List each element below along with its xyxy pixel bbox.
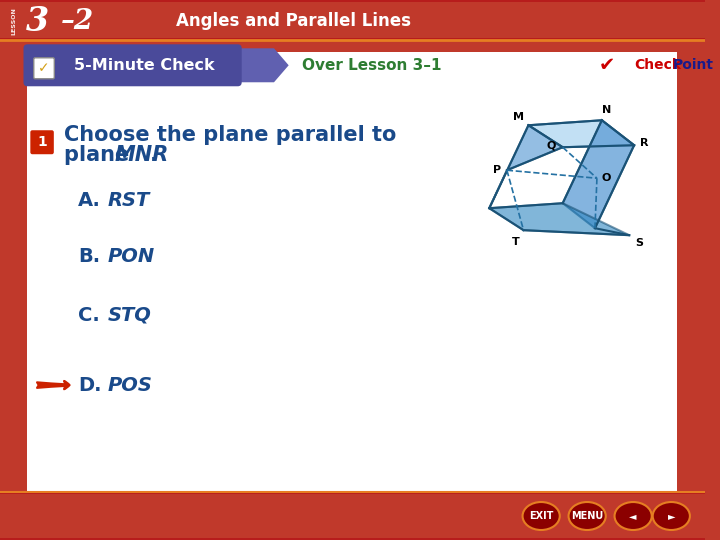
Text: S: S [635,238,643,248]
Text: N: N [602,105,611,115]
Text: LESSON: LESSON [12,8,17,35]
Text: D.: D. [78,376,102,395]
Text: Q: Q [546,140,556,150]
Text: ◄: ◄ [629,511,637,521]
Text: 5-Minute Check: 5-Minute Check [73,58,214,73]
Text: –2: –2 [60,8,94,35]
FancyBboxPatch shape [0,494,705,538]
Text: 3: 3 [26,5,49,38]
Text: R: R [639,138,648,149]
Text: POS: POS [108,376,153,395]
Text: Over Lesson 3–1: Over Lesson 3–1 [302,58,441,73]
Text: ✓: ✓ [38,61,50,75]
Ellipse shape [653,502,690,530]
Text: Choose the plane parallel to: Choose the plane parallel to [63,125,396,145]
Text: O: O [601,173,611,183]
Text: ✔: ✔ [598,56,615,75]
Text: Check: Check [634,58,681,72]
Text: MNR: MNR [114,145,169,165]
Polygon shape [490,125,563,208]
Text: EXIT: EXIT [529,511,554,521]
Polygon shape [563,120,634,228]
Polygon shape [238,48,289,82]
FancyBboxPatch shape [24,44,242,86]
Text: RST: RST [108,191,150,210]
Text: B.: B. [78,247,100,266]
FancyBboxPatch shape [0,492,705,540]
Text: ►: ► [667,511,675,521]
Text: Angles and Parallel Lines: Angles and Parallel Lines [176,12,411,30]
FancyBboxPatch shape [0,2,705,38]
FancyBboxPatch shape [30,130,54,154]
Text: T: T [512,237,520,247]
Text: .: . [150,145,158,165]
Polygon shape [528,120,634,147]
Ellipse shape [523,502,559,530]
Text: P: P [493,165,501,175]
Text: C.: C. [78,306,100,325]
Ellipse shape [615,502,652,530]
Text: PON: PON [108,247,155,266]
Polygon shape [490,203,629,235]
Text: MENU: MENU [571,511,603,521]
Text: plane: plane [63,145,136,165]
FancyBboxPatch shape [27,52,678,492]
Ellipse shape [569,502,606,530]
FancyBboxPatch shape [34,58,54,79]
Text: STQ: STQ [108,306,151,325]
Text: Point: Point [672,58,714,72]
Text: A.: A. [78,191,102,210]
Text: 1: 1 [37,135,47,149]
Text: M: M [513,112,524,122]
FancyBboxPatch shape [0,0,705,40]
